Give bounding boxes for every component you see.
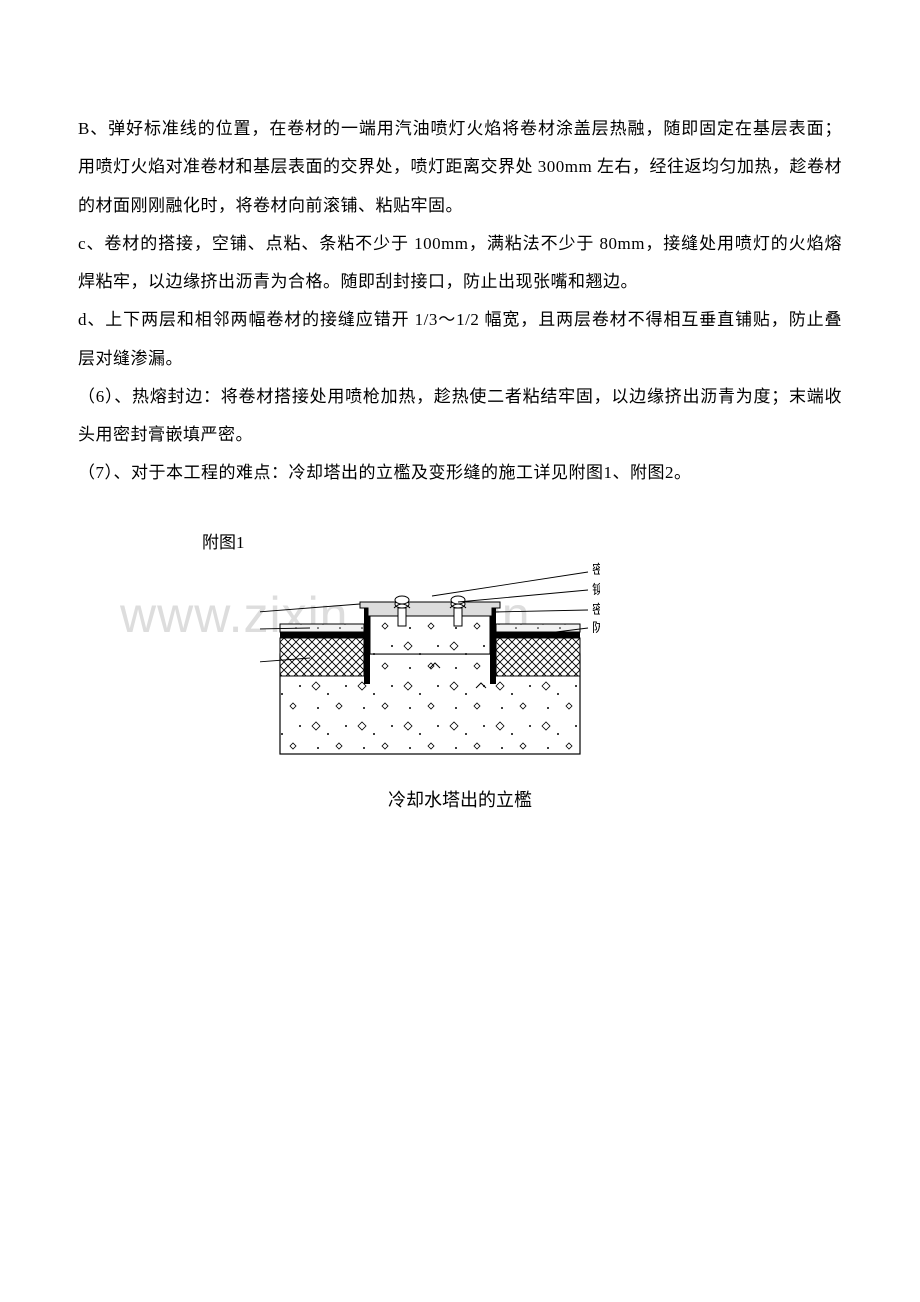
- label-waterproof: 防水层: [592, 620, 600, 635]
- paragraph-c: c、卷材的搭接，空铺、点粘、条粘不少于 100mm，满粘法不少于 80mm，接缝…: [78, 225, 842, 302]
- label-sealant: 密封材料: [592, 602, 600, 617]
- figure-diagram: 金属泛水盖 50厚混凝土 保温层 密封材料 铆固螺栓 密封材料 防水层: [260, 558, 600, 768]
- label-sealant-top: 密封材料: [592, 562, 600, 577]
- label-bolt: 铆固螺栓: [592, 582, 600, 597]
- paragraph-d: d、上下两层和相邻两幅卷材的接缝应错开 1/3～1/2 幅宽，且两层卷材不得相互…: [78, 301, 842, 378]
- figure-label: 附图1: [202, 528, 245, 553]
- figure-caption: 冷却水塔出的立檻: [0, 786, 920, 812]
- paragraph-b: B、弹好标准线的位置，在卷材的一端用汽油喷灯火焰将卷材涂盖层热融，随即固定在基层…: [78, 110, 842, 225]
- paragraph-7: （7）、对于本工程的难点：冷却塔出的立檻及变形缝的施工详见附图1、附图2。: [78, 454, 842, 492]
- paragraph-6: （6）、热熔封边：将卷材搭接处用喷枪加热，趁热使二者粘结牢固，以边缘挤出沥青为度…: [78, 378, 842, 455]
